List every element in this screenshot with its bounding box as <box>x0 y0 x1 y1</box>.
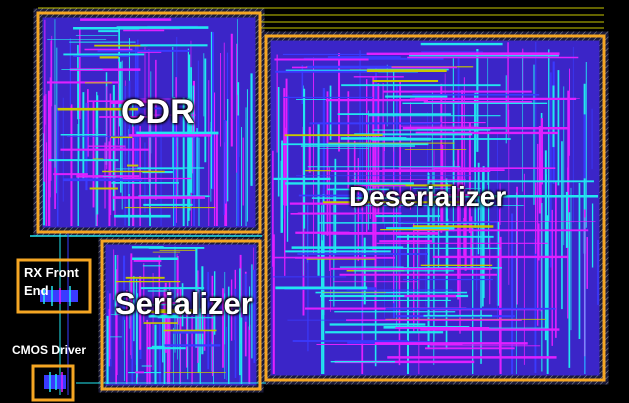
cmos-driver-block-outline <box>31 364 75 402</box>
power-bus <box>30 7 604 395</box>
serializer-label: Serializer <box>115 286 253 321</box>
cmos-driver-label: CMOS Driver <box>12 343 87 357</box>
rx-front-end-label-line2: End <box>24 282 49 298</box>
rx-front-end-circuit <box>40 286 78 306</box>
cdr-block-outline <box>36 11 262 234</box>
serializer-block-outline <box>100 239 262 391</box>
rx-front-end-block-outline <box>16 258 92 314</box>
rx-front-end-label: RX Front End <box>24 266 79 297</box>
cmos-driver-circuit <box>44 372 66 392</box>
deserializer-block-outline <box>264 34 606 382</box>
cdr-label: CDR <box>121 93 195 131</box>
rx-front-end-label-line1: RX Front <box>24 265 79 280</box>
deserializer-label: Deserializer <box>349 181 507 212</box>
